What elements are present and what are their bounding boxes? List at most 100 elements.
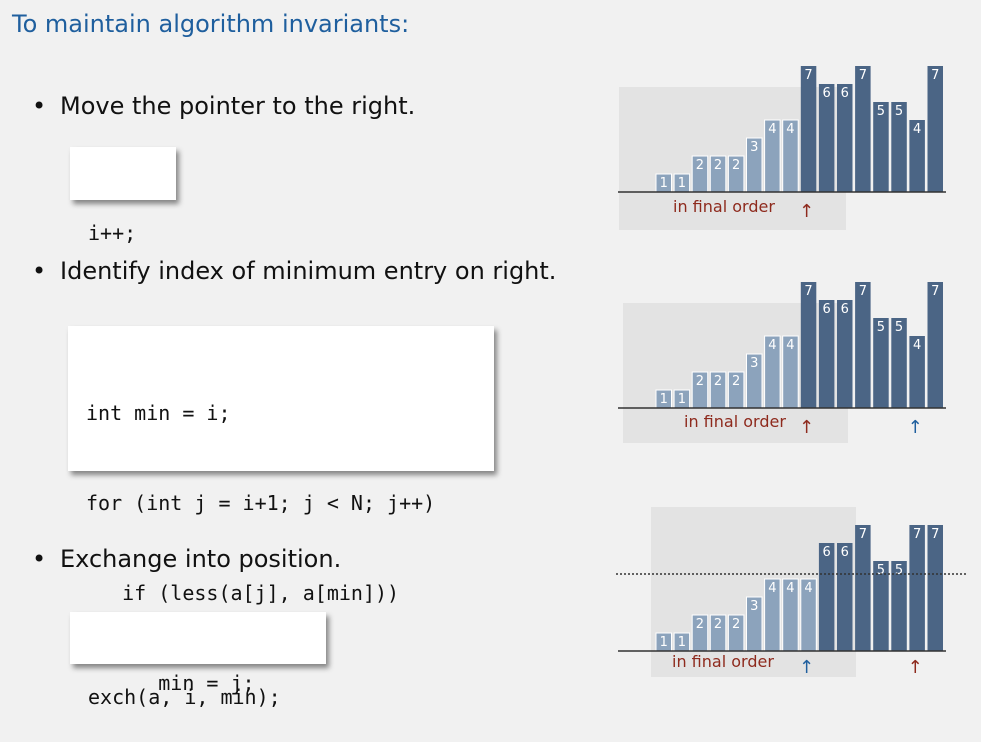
bar-value-label: 4 xyxy=(768,581,776,596)
bar-value-label: 2 xyxy=(714,374,722,389)
array-bar xyxy=(800,66,817,192)
bar-value-label: 4 xyxy=(768,338,776,353)
array-bar xyxy=(837,543,853,651)
bullet-dot: • xyxy=(32,257,47,285)
array-bar xyxy=(891,102,907,192)
bar-value-label: 3 xyxy=(750,356,758,371)
bullet-text: Identify index of minimum entry on right… xyxy=(60,257,557,285)
bar-value-label: 2 xyxy=(732,374,740,389)
pointer-i-arrow: ↑ xyxy=(799,417,814,438)
bar-value-label: 5 xyxy=(895,320,903,335)
bar-value-label: 3 xyxy=(750,599,758,614)
bar-value-label: 1 xyxy=(660,392,668,407)
code-box-find-min: int min = i; for (int j = i+1; j < N; j+… xyxy=(68,326,494,695)
bar-value-label: 4 xyxy=(913,122,921,137)
bar-value-label: 7 xyxy=(804,68,812,83)
in-final-order-caption: in final order xyxy=(684,412,786,431)
pointer-min-arrow: ↑ xyxy=(799,657,814,678)
code-box-exchange: exch(a, i, min); xyxy=(70,612,326,709)
bar-value-label: 1 xyxy=(660,176,668,191)
bullet-move-pointer: • Move the pointer to the right. xyxy=(32,92,415,120)
array-bar xyxy=(909,120,925,192)
array-bar xyxy=(855,525,871,651)
bar-value-label: 6 xyxy=(841,545,849,560)
bar-value-label: 7 xyxy=(913,527,921,542)
array-bar xyxy=(837,300,853,408)
bar-value-label: 5 xyxy=(877,104,885,119)
bar-value-label: 7 xyxy=(859,68,867,83)
bar-value-label: 2 xyxy=(732,617,740,632)
code-line: i++; xyxy=(88,221,137,245)
code-line: min = j; xyxy=(86,671,255,695)
bullet-dot: • xyxy=(32,545,47,573)
bar-value-label: 1 xyxy=(660,635,668,650)
bar-value-label: 5 xyxy=(877,320,885,335)
array-bar xyxy=(909,525,925,651)
bar-value-label: 1 xyxy=(678,176,686,191)
bar-value-label: 6 xyxy=(823,86,831,101)
bar-value-label: 4 xyxy=(913,338,921,353)
array-bar xyxy=(909,336,925,408)
code-line: exch(a, i, min); xyxy=(88,685,281,709)
array-bar xyxy=(927,525,943,651)
bar-value-label: 2 xyxy=(714,617,722,632)
in-final-order-caption: in final order xyxy=(673,197,775,216)
bar-value-label: 2 xyxy=(696,374,704,389)
bar-value-label: 7 xyxy=(931,527,939,542)
array-bar xyxy=(818,84,835,192)
pointer-i-arrow: ↑ xyxy=(908,657,923,678)
bar-value-label: 2 xyxy=(714,158,722,173)
array-bar xyxy=(873,561,889,651)
array-bar xyxy=(891,318,907,408)
bar-value-label: 5 xyxy=(877,563,885,578)
pointer-min-arrow: ↑ xyxy=(908,417,923,438)
code-line: for (int j = i+1; j < N; j++) xyxy=(86,491,436,515)
array-bar xyxy=(855,66,871,192)
bar-value-label: 6 xyxy=(823,545,831,560)
bar-value-label: 7 xyxy=(859,527,867,542)
bar-value-label: 7 xyxy=(931,284,939,299)
pointer-i-arrow: ↑ xyxy=(799,201,814,222)
bullet-text: Exchange into position. xyxy=(60,545,342,573)
code-line: int min = i; xyxy=(86,401,231,425)
array-bar xyxy=(873,318,889,408)
bar-value-label: 4 xyxy=(786,338,794,353)
bar-value-label: 4 xyxy=(786,581,794,596)
bar-value-label: 6 xyxy=(841,86,849,101)
bar-value-label: 7 xyxy=(804,284,812,299)
bar-value-label: 4 xyxy=(768,122,776,137)
array-bar xyxy=(855,282,871,408)
code-line: if (less(a[j], a[min])) xyxy=(86,581,400,605)
bar-value-label: 6 xyxy=(823,302,831,317)
bar-value-label: 2 xyxy=(732,158,740,173)
bar-value-label: 4 xyxy=(804,581,812,596)
bar-value-label: 5 xyxy=(895,104,903,119)
bar-value-label: 4 xyxy=(786,122,794,137)
in-final-order-caption: in final order xyxy=(672,652,774,671)
array-bar xyxy=(800,282,817,408)
bar-value-label: 6 xyxy=(841,302,849,317)
bullet-exchange: • Exchange into position. xyxy=(32,545,341,573)
bullet-find-minimum: • Identify index of minimum entry on righ… xyxy=(32,257,556,285)
array-bar xyxy=(891,561,907,651)
array-bar xyxy=(927,282,943,408)
slide-title: To maintain algorithm invariants: xyxy=(12,10,410,38)
code-box-increment: i++; xyxy=(70,147,176,245)
bullet-text: Move the pointer to the right. xyxy=(60,92,416,120)
array-bar xyxy=(873,102,889,192)
bar-value-label: 1 xyxy=(678,635,686,650)
bullet-dot: • xyxy=(32,92,47,120)
bar-value-label: 2 xyxy=(696,158,704,173)
array-diagram-step-3: 1 12 2 234 4 46 675 57 7in final order ↑ ↑ xyxy=(616,507,968,678)
bar-value-label: 7 xyxy=(859,284,867,299)
bar-value-label: 5 xyxy=(895,563,903,578)
bar-value-label: 7 xyxy=(931,68,939,83)
array-bar xyxy=(837,84,853,192)
bar-value-label: 3 xyxy=(750,140,758,155)
array-bar xyxy=(927,66,943,192)
array-bar xyxy=(818,300,835,408)
bar-value-label: 2 xyxy=(696,617,704,632)
bar-value-label: 1 xyxy=(678,392,686,407)
